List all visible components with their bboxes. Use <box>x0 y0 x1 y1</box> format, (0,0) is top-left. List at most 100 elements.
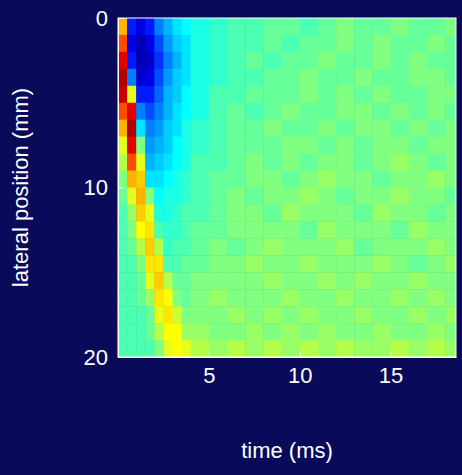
heatmap-cell <box>300 289 319 306</box>
heatmap-cell <box>282 188 301 205</box>
heatmap-cell <box>336 204 355 221</box>
axis-line <box>119 357 457 358</box>
heatmap-cell <box>409 323 428 340</box>
tick: 15 <box>379 351 403 388</box>
heatmap-cell <box>145 18 155 35</box>
heatmap-cell <box>427 103 446 120</box>
heatmap-cell <box>145 340 155 357</box>
heatmap-cell <box>127 238 137 255</box>
heatmap-cell <box>163 120 173 137</box>
heatmap-cell <box>163 137 173 154</box>
heatmap-cell <box>409 69 428 86</box>
heatmap-cell <box>145 137 155 154</box>
heatmap-cell <box>336 137 355 154</box>
heatmap-cell <box>154 18 164 35</box>
heatmap-cell <box>318 86 337 103</box>
heatmap-cell <box>209 255 228 272</box>
heatmap-cell <box>136 255 146 272</box>
heatmap-cell <box>136 238 146 255</box>
heatmap-cell <box>427 154 446 171</box>
heatmap-cell <box>427 52 446 69</box>
heatmap-cell <box>182 289 192 306</box>
heatmap-cell <box>173 306 183 323</box>
heatmap-cell <box>336 103 355 120</box>
heatmap-cell <box>154 323 164 340</box>
heatmap-cell <box>163 255 173 272</box>
heatmap-cell <box>427 323 446 340</box>
heatmap-cell <box>182 18 192 35</box>
heatmap-cell <box>372 52 391 69</box>
heatmap-cell <box>263 323 282 340</box>
heatmap-cell <box>173 18 183 35</box>
heatmap-cell <box>182 272 192 289</box>
tick: 0 <box>96 6 124 31</box>
heatmap-cell <box>136 69 146 86</box>
heatmap-cell <box>427 35 446 52</box>
heatmap-cell <box>191 120 210 137</box>
heatmap-cell <box>163 272 173 289</box>
heatmap-cell <box>300 323 319 340</box>
heatmap-cell <box>427 86 446 103</box>
heatmap-cell <box>127 188 137 205</box>
heatmap-cell <box>227 69 246 86</box>
heatmap-cell <box>445 289 456 306</box>
heatmap-cell <box>245 238 264 255</box>
heatmap-cell <box>282 103 301 120</box>
heatmap-cell <box>391 86 410 103</box>
heatmap-cell <box>300 69 319 86</box>
heatmap-cell <box>209 103 228 120</box>
heatmap-cell <box>191 35 210 52</box>
heatmap-cell <box>173 69 183 86</box>
heatmap-cell <box>263 171 282 188</box>
heatmap-cell <box>300 137 319 154</box>
heatmap-cell <box>182 120 192 137</box>
heatmap-cell <box>191 188 210 205</box>
heatmap-cell <box>445 35 456 52</box>
heatmap-cell <box>127 18 137 35</box>
heatmap-cell <box>154 204 164 221</box>
heatmap-cell <box>354 69 373 86</box>
heatmap-cell <box>427 340 446 357</box>
heatmap-cell <box>127 120 137 137</box>
heatmap-cell <box>445 69 456 86</box>
heatmap-cell <box>409 35 428 52</box>
heatmap-cell <box>182 221 192 238</box>
heatmap-cell <box>182 204 192 221</box>
heatmap-cell <box>300 306 319 323</box>
heatmap-cell <box>354 255 373 272</box>
heatmap-cell <box>336 35 355 52</box>
y-axis: 01020 <box>84 6 124 370</box>
heatmap-cell <box>318 289 337 306</box>
heatmap-cell <box>245 35 264 52</box>
heatmap-cell <box>372 289 391 306</box>
heatmap-cell <box>409 340 428 357</box>
heatmap-cell <box>263 154 282 171</box>
heatmap-cell <box>182 137 192 154</box>
heatmap-cell <box>336 86 355 103</box>
heatmap-cell <box>136 137 146 154</box>
tick-label: 10 <box>84 175 108 200</box>
heatmap-cell <box>173 103 183 120</box>
heatmap-cell <box>391 238 410 255</box>
heatmap-cell <box>245 52 264 69</box>
heatmap-cell <box>191 204 210 221</box>
heatmap-cell <box>391 52 410 69</box>
heatmap-cell <box>118 69 128 86</box>
heatmap-cell <box>136 35 146 52</box>
heatmap-cell <box>173 289 183 306</box>
heatmap-cell <box>372 238 391 255</box>
heatmap-cell <box>154 188 164 205</box>
heatmap-cell <box>118 221 128 238</box>
heatmap-cell <box>372 323 391 340</box>
heatmap-cell <box>372 255 391 272</box>
heatmap-cell <box>409 137 428 154</box>
heatmap-cell <box>300 188 319 205</box>
heatmap-cell <box>209 188 228 205</box>
heatmap-cell <box>282 52 301 69</box>
heatmap-cell <box>282 18 301 35</box>
heatmap-cell <box>182 35 192 52</box>
heatmap-cell <box>191 306 210 323</box>
heatmap-cell <box>209 154 228 171</box>
heatmap-cell <box>263 86 282 103</box>
heatmap-cell <box>127 323 137 340</box>
